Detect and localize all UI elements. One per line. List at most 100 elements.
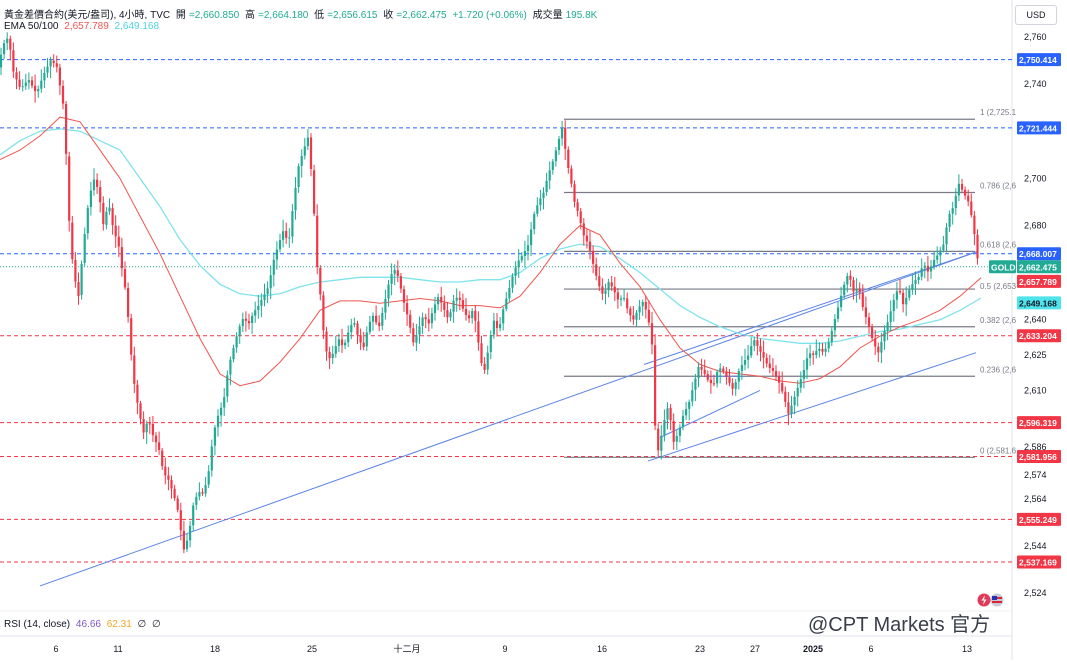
price-level-tag: 2,596.319 <box>1019 418 1057 428</box>
rsi-label: RSI (14, close) <box>4 619 71 630</box>
trendline <box>659 389 761 438</box>
candle-body <box>446 310 449 318</box>
candle-body <box>322 295 325 331</box>
symbol-name[interactable]: 黃金差價合約(美元/盎司), 4小時, TVC <box>4 10 171 21</box>
candle-body <box>511 276 514 288</box>
candle-body <box>449 312 452 318</box>
candle-body <box>213 427 216 446</box>
candle-body <box>96 179 99 187</box>
candle-body <box>15 72 18 80</box>
candle-body <box>220 407 223 416</box>
candle-body <box>641 302 644 307</box>
rsi-legend[interactable]: RSI (14, close) 46.66 62.31 ∅ ∅ <box>4 619 164 630</box>
candle-body <box>626 298 629 309</box>
candle-body <box>561 127 564 139</box>
candle-body <box>52 60 55 64</box>
candle-body <box>793 396 796 406</box>
y-tick-label: 2,740 <box>1024 79 1047 89</box>
candle-body <box>840 295 843 308</box>
candles-group <box>0 32 979 554</box>
candle-body <box>46 66 49 73</box>
currency-button[interactable]: USD <box>1015 5 1057 25</box>
candle-body <box>365 332 368 347</box>
candle-body <box>461 300 464 309</box>
price-level-tag: 2,555.249 <box>1019 515 1057 525</box>
x-tick-label: 27 <box>750 644 760 654</box>
candle-body <box>914 280 917 284</box>
candle-body <box>433 304 437 313</box>
candle-body <box>595 264 598 276</box>
candle-body <box>619 298 623 300</box>
candle-body <box>802 370 805 379</box>
watermark-logo-icon <box>977 593 991 607</box>
candle-body <box>440 296 443 303</box>
fib-label: 0.786 (2,6 <box>980 181 1017 190</box>
candle-body <box>92 179 96 191</box>
candle-body <box>241 319 244 327</box>
candle-body <box>616 292 619 300</box>
candle-body <box>111 208 114 226</box>
candle-body <box>294 187 297 211</box>
symbol-tag-bg <box>989 260 1016 274</box>
candle-body <box>592 251 595 264</box>
close-label: 收 <box>383 10 394 21</box>
candle-body <box>288 237 291 239</box>
candle-body <box>923 265 926 268</box>
candle-body <box>489 335 492 352</box>
candle-body <box>545 180 548 193</box>
candle-body <box>601 286 604 294</box>
candle-body <box>886 322 889 331</box>
candle-body <box>570 168 573 184</box>
candle-body <box>492 320 495 335</box>
candle-body <box>458 297 461 300</box>
candle-body <box>170 479 173 489</box>
y-tick-label: 2,625 <box>1024 350 1047 360</box>
candle-body <box>654 345 657 426</box>
candle-body <box>830 330 833 343</box>
candle-body <box>61 85 65 104</box>
candle-body <box>381 313 384 326</box>
candle-body <box>468 315 471 319</box>
candle-body <box>356 323 359 335</box>
candle-body <box>238 326 241 336</box>
candle-body <box>108 207 111 212</box>
candle-body <box>278 240 282 250</box>
candle-body <box>861 292 864 307</box>
candle-body <box>542 192 545 199</box>
candle-body <box>719 368 722 372</box>
candle-body <box>939 250 942 256</box>
candle-body <box>573 184 576 202</box>
candle-body <box>105 211 108 225</box>
candle-body <box>136 384 139 403</box>
candle-body <box>709 379 712 384</box>
candle-body <box>954 195 957 208</box>
candle-body <box>734 382 737 389</box>
price-level-tag: 2,537.169 <box>1019 557 1057 567</box>
candle-body <box>375 315 378 323</box>
candle-body <box>269 275 272 289</box>
candle-body <box>123 269 127 288</box>
candle-body <box>508 288 511 299</box>
candle-body <box>68 156 71 221</box>
candle-body <box>576 202 579 211</box>
candle-body <box>127 287 130 317</box>
candle-body <box>836 307 840 319</box>
candle-body <box>902 292 905 305</box>
candle-body <box>796 387 799 397</box>
candle-body <box>34 85 37 92</box>
trendline <box>39 250 979 587</box>
candle-body <box>700 366 703 370</box>
candle-body <box>855 288 858 292</box>
candle-body <box>263 294 266 300</box>
candle-body <box>582 223 585 236</box>
ema-legend[interactable]: EMA 50/100 2,657.789 2,649.168 <box>4 21 162 32</box>
x-tick-label: 25 <box>307 644 317 654</box>
y-tick-label: 2,680 <box>1024 220 1047 230</box>
rsi-extra-2: ∅ <box>152 619 161 630</box>
change-value: +1.720 (+0.06%) <box>452 10 527 21</box>
candle-body <box>505 298 508 309</box>
candle-body <box>740 365 743 371</box>
current-price-tag: 2,662.475 <box>1019 262 1057 272</box>
